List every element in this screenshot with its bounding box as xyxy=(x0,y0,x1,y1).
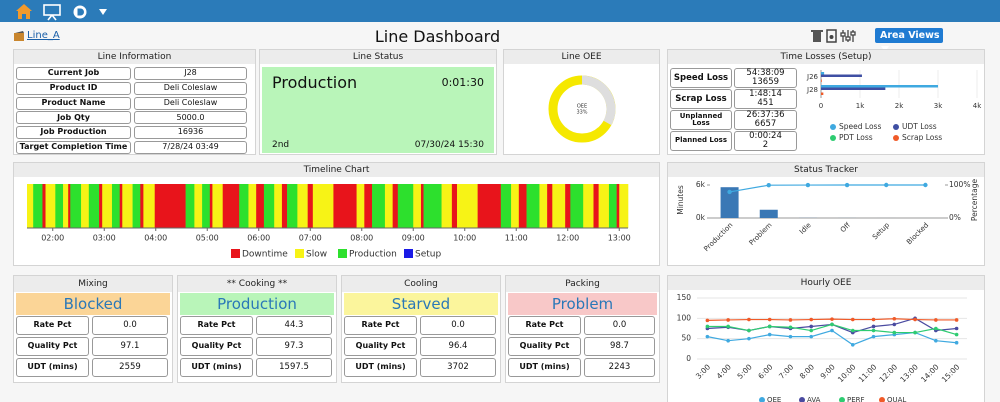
panel-title: Line Information xyxy=(14,50,255,64)
station-label: UDT (mins) xyxy=(508,358,581,377)
info-label: Product ID xyxy=(16,81,131,95)
area-views-button[interactable]: Area Views xyxy=(875,28,943,52)
station-label: Quality Pct xyxy=(508,337,581,356)
status-shift: 2nd xyxy=(272,140,290,150)
settings-icon[interactable] xyxy=(840,30,856,42)
station-value: 2243 xyxy=(584,358,655,377)
menu-arrow[interactable] xyxy=(99,9,107,15)
info-value: 5000.0 xyxy=(134,111,247,125)
info-label: Current Job xyxy=(16,67,131,80)
status-duration: 0:01:30 xyxy=(441,76,484,89)
loss-count: 6657 xyxy=(754,119,777,129)
station-value: 96.4 xyxy=(420,337,496,356)
line-oee-panel: Line OEE xyxy=(503,49,660,155)
station-value: 2559 xyxy=(92,358,168,377)
loss-time: 26:37:36 xyxy=(746,110,785,121)
panel-title: Status Tracker xyxy=(668,163,984,177)
station-label: Rate Pct xyxy=(16,316,89,335)
station-value: 3702 xyxy=(420,358,496,377)
info-value: Deli Coleslaw xyxy=(134,81,247,95)
delete-icon[interactable] xyxy=(811,30,823,42)
info-value: 7/28/24 03:49 xyxy=(134,141,247,154)
status-timestamp: 07/30/24 15:30 xyxy=(414,140,484,150)
status-state: Production xyxy=(272,73,358,92)
station-label: Rate Pct xyxy=(180,316,253,335)
station-value: 0.0 xyxy=(92,316,168,335)
station-title: Mixing xyxy=(14,276,172,292)
station-title: ** Cooking ** xyxy=(178,276,336,292)
timeline-panel: Timeline Chart xyxy=(13,162,660,266)
document-icon[interactable] xyxy=(826,29,837,43)
page-title: Line Dashboard xyxy=(374,27,501,46)
loss-value: 26:37:36 6657 xyxy=(734,110,797,130)
loss-time: 1:48:14 xyxy=(749,89,782,100)
station-status: Blocked xyxy=(16,293,170,315)
station-value: 0.0 xyxy=(420,316,496,335)
station-value: 98.7 xyxy=(584,337,655,356)
loss-value: 0:00:24 2 xyxy=(734,131,797,151)
station-label: Quality Pct xyxy=(16,337,89,356)
logo-mark xyxy=(77,8,85,16)
station-status: Starved xyxy=(344,293,498,315)
loss-time: 54:38:09 xyxy=(746,68,785,79)
top-bar xyxy=(0,0,1000,22)
station-label: UDT (mins) xyxy=(344,358,417,377)
loss-time: 0:00:24 xyxy=(749,131,782,142)
panel-title: Hourly OEE xyxy=(668,276,984,290)
info-value: 16936 xyxy=(134,126,247,140)
hourly-oee-panel: Hourly OEE xyxy=(667,275,985,402)
line-icon xyxy=(14,31,24,41)
station-value: 97.3 xyxy=(256,337,332,356)
info-label: Job Production xyxy=(16,126,131,140)
station-label: Quality Pct xyxy=(180,337,253,356)
info-value: J28 xyxy=(134,67,247,80)
status-box: Production 0:01:30 2nd 07/30/24 15:30 xyxy=(262,67,494,153)
station-label: Quality Pct xyxy=(344,337,417,356)
info-value: Deli Coleslaw xyxy=(134,96,247,110)
loss-value: 1:48:14 451 xyxy=(734,89,797,109)
station-status: Problem xyxy=(508,293,657,315)
loss-label: Scrap Loss xyxy=(670,89,732,109)
station-title: Cooling xyxy=(342,276,500,292)
station-value: 97.1 xyxy=(92,337,168,356)
line-link[interactable]: Line_A xyxy=(27,30,60,41)
station-value: 1597.5 xyxy=(256,358,332,377)
panel-title: Time Losses (Setup) xyxy=(668,50,984,64)
panel-title: Line Status xyxy=(260,50,496,64)
station-label: UDT (mins) xyxy=(180,358,253,377)
station-value: 44.3 xyxy=(256,316,332,335)
info-label: Product Name xyxy=(16,96,131,110)
panel-title: Line OEE xyxy=(504,50,659,64)
loss-count: 451 xyxy=(757,98,774,108)
loss-count: 2 xyxy=(762,140,769,150)
station-title: Packing xyxy=(506,276,659,292)
station-value: 0.0 xyxy=(584,316,655,335)
status-tracker-panel: Status Tracker xyxy=(667,162,985,266)
station-label: Rate Pct xyxy=(344,316,417,335)
station-label: UDT (mins) xyxy=(16,358,89,377)
info-label: Target Completion Time xyxy=(16,141,131,154)
top-bar-icons xyxy=(16,4,107,21)
info-label: Job Qty xyxy=(16,111,131,125)
toolbar-icons xyxy=(811,29,856,43)
line-status-panel: Line Status Production 0:01:30 2nd 07/30… xyxy=(259,49,497,155)
station-label: Rate Pct xyxy=(508,316,581,335)
loss-label: Speed Loss xyxy=(670,68,732,88)
loss-label: Planned Loss xyxy=(670,131,732,151)
loss-count: 13659 xyxy=(751,77,780,87)
loss-value: 54:38:09 13659 xyxy=(734,68,797,88)
loss-label: Unplanned Loss xyxy=(670,110,732,130)
home-icon[interactable] xyxy=(16,4,32,19)
panel-title: Timeline Chart xyxy=(14,163,659,177)
area-views-label: Area Views xyxy=(880,30,940,41)
presentation-icon[interactable] xyxy=(43,4,61,21)
station-status: Production xyxy=(180,293,334,315)
